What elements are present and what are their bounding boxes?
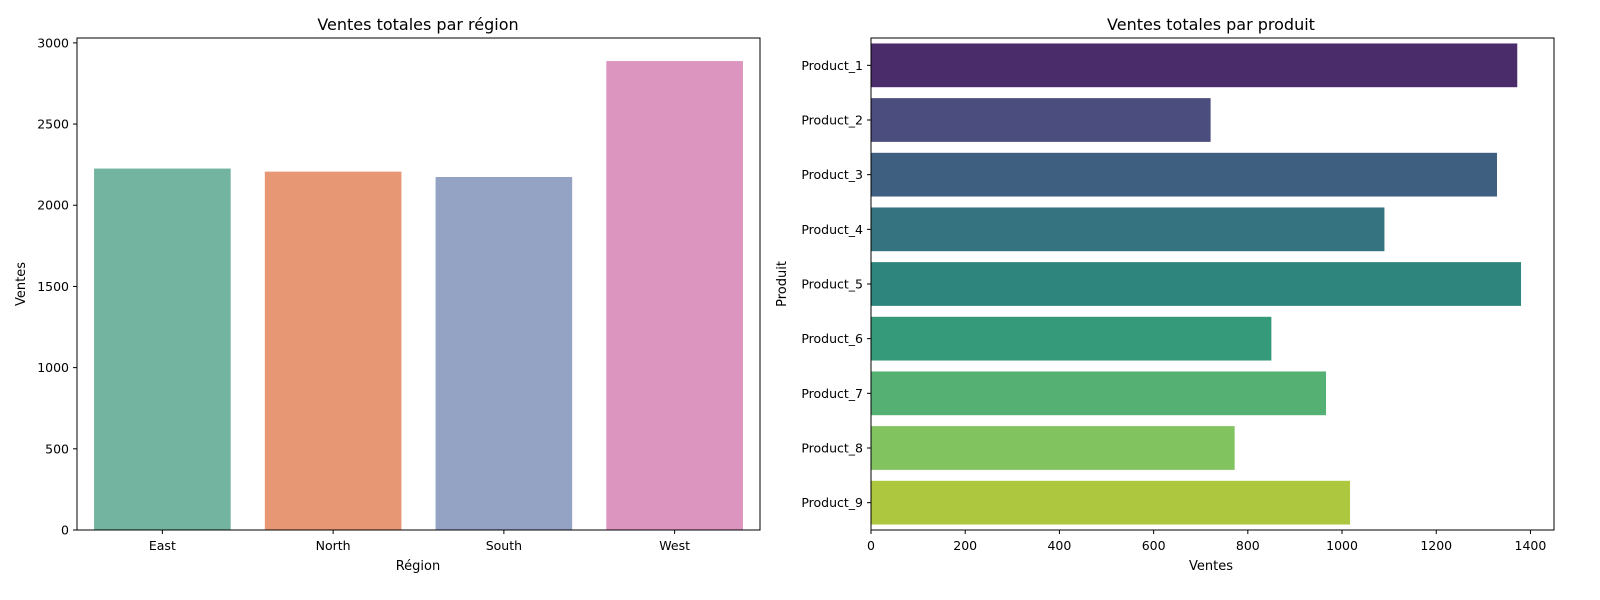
- y-tick-label: Product_4: [801, 222, 863, 237]
- bar: [871, 207, 1385, 252]
- x-tick-label: 400: [1047, 538, 1071, 553]
- x-tick-label: West: [659, 538, 690, 553]
- bars-group: [871, 43, 1522, 525]
- x-tick-label: 800: [1236, 538, 1260, 553]
- y-tick-label: 0: [61, 523, 69, 538]
- x-tick-label: 1200: [1420, 538, 1452, 553]
- y-axis-ticks: 0 500 1000 1500 2000 2500 3000: [37, 35, 77, 538]
- bar: [435, 176, 573, 530]
- y-tick-label: 2500: [37, 117, 69, 132]
- region-sales-chart: Ventes totales par région 0 500 1000 1500 20…: [14, 15, 761, 574]
- x-axis-ticks: 0 200 400 600 800 1000 1200 1400: [867, 530, 1546, 553]
- x-axis-ticks: East North South West: [149, 530, 690, 553]
- y-tick-label: Product_5: [801, 277, 863, 292]
- x-tick-label: 0: [867, 538, 875, 553]
- y-tick-label: 2000: [37, 198, 69, 213]
- y-axis-label: Produit: [775, 261, 790, 307]
- x-tick-label: North: [316, 538, 351, 553]
- bar: [264, 171, 402, 530]
- bar: [871, 262, 1522, 306]
- chart-title: Ventes totales par produit: [1107, 15, 1315, 34]
- chart-title: Ventes totales par région: [317, 15, 518, 34]
- bar: [871, 426, 1235, 470]
- y-tick-label: 1500: [37, 279, 69, 294]
- bar: [871, 316, 1272, 361]
- y-tick-label: 500: [45, 441, 69, 456]
- x-tick-label: 200: [953, 538, 977, 553]
- y-tick-label: Product_1: [801, 58, 863, 73]
- bar: [871, 152, 1498, 197]
- bar: [94, 168, 231, 531]
- x-axis-label: Ventes: [1189, 559, 1233, 574]
- x-tick-label: 600: [1142, 538, 1166, 553]
- bar: [871, 371, 1327, 416]
- y-tick-label: Product_9: [801, 495, 863, 510]
- x-tick-label: 1400: [1515, 538, 1547, 553]
- y-tick-label: Product_6: [801, 331, 863, 346]
- y-tick-label: Product_7: [801, 386, 863, 401]
- bar: [871, 480, 1351, 525]
- plot-frame: [76, 37, 761, 531]
- y-axis-ticks: Product_1 Product_2 Product_3 Product_4 Prod…: [801, 58, 871, 510]
- y-tick-label: 1000: [37, 360, 69, 375]
- x-tick-label: East: [149, 538, 176, 553]
- y-tick-label: Product_3: [801, 167, 863, 182]
- y-axis-label: Ventes: [14, 262, 29, 306]
- bar: [871, 98, 1211, 142]
- y-tick-label: 3000: [37, 35, 69, 50]
- y-tick-label: Product_2: [801, 113, 863, 128]
- bar: [606, 61, 743, 530]
- plot-frame: [870, 37, 1555, 531]
- bar: [871, 43, 1518, 88]
- product-sales-chart: Ventes totales par produit Product_1Prod…: [775, 15, 1555, 574]
- bars-group: [94, 61, 743, 531]
- x-tick-label: South: [486, 538, 522, 553]
- y-tick-label: Product_8: [801, 441, 863, 456]
- x-axis-label: Région: [396, 559, 441, 574]
- x-tick-label: 1000: [1326, 538, 1358, 553]
